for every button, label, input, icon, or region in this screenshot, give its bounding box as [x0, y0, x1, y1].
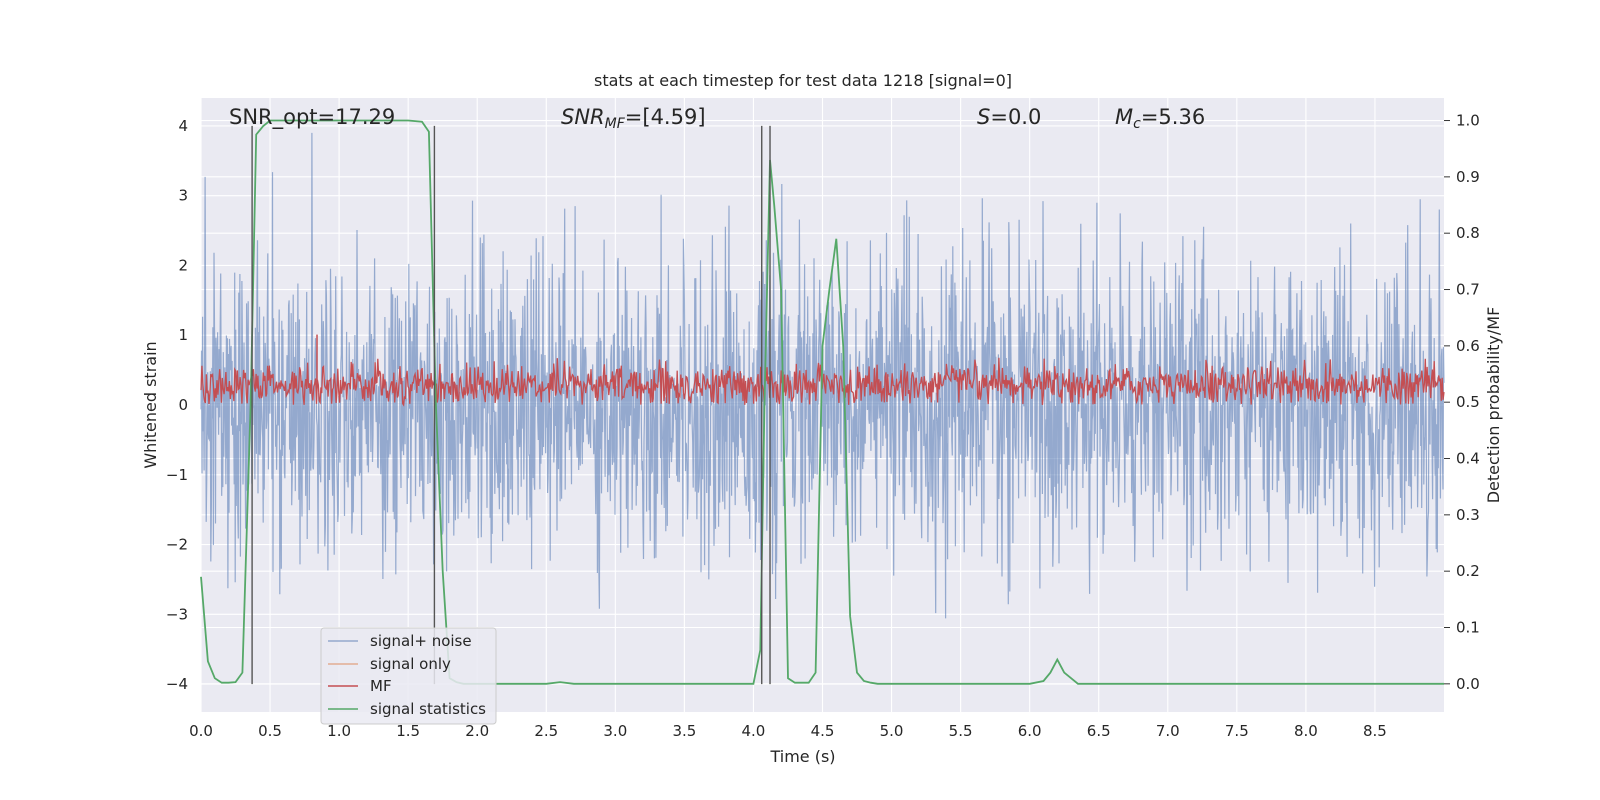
x-tick-label: 4.5: [811, 722, 835, 740]
x-axis-label: Time (s): [769, 747, 835, 766]
x-tick-label: 2.5: [534, 722, 558, 740]
signal-statistics-line: [200, 119, 1444, 685]
x-tick-label: 1.5: [396, 722, 420, 740]
vertical-markers: [251, 125, 771, 685]
x-tick-label: 5.0: [880, 722, 904, 740]
y-right-tick-label: 0.1: [1456, 619, 1480, 637]
y-right-axis-label: Detection probability/MF: [1484, 307, 1503, 504]
legend-label-signal-noise: signal+ noise: [370, 632, 472, 650]
y-right-axis-ticks: 0.0 0.1 0.2 0.3 0.4 0.5 0.6 0.7 0.8 0.9 1.0: [1444, 112, 1480, 693]
x-tick-label: 7.0: [1156, 722, 1180, 740]
y-right-tick-label: 1.0: [1456, 112, 1480, 130]
y-left-tick-label: −2: [166, 536, 188, 554]
mc-annotation: Mc=5.36: [1115, 105, 1205, 132]
x-tick-label: 3.5: [672, 722, 696, 740]
x-tick-label: 3.0: [603, 722, 627, 740]
x-tick-label: 1.0: [327, 722, 351, 740]
y-left-tick-label: −4: [166, 675, 188, 693]
legend-label-signal-statistics: signal statistics: [370, 700, 486, 718]
s-annotation: S=0.0: [977, 105, 1041, 129]
x-axis-ticks: 0.0 0.5 1.0 1.5 2.0 2.5 3.0 3.5 4.0 4.5 5.0 5.5 6.0 6…: [189, 722, 1387, 740]
y-left-tick-label: 4: [178, 117, 188, 135]
x-tick-label: 6.0: [1018, 722, 1042, 740]
y-left-tick-label: −3: [166, 605, 188, 623]
x-tick-label: 0.5: [258, 722, 282, 740]
y-right-tick-label: 0.5: [1456, 393, 1480, 411]
x-tick-label: 8.5: [1363, 722, 1387, 740]
signal-statistics-series: [200, 119, 1444, 685]
legend-label-signal-only: signal only: [370, 655, 451, 673]
y-right-tick-label: 0.0: [1456, 675, 1480, 693]
y-left-axis-ticks: −4 −3 −2 −1 0 1 2 3 4: [166, 117, 188, 693]
y-right-tick-label: 0.9: [1456, 168, 1480, 186]
snr-opt-annotation: SNR_opt=17.29: [229, 105, 395, 130]
y-right-tick-label: 0.3: [1456, 506, 1480, 524]
x-tick-label: 4.0: [742, 722, 766, 740]
y-right-tick-label: 0.7: [1456, 281, 1480, 299]
y-right-tick-label: 0.2: [1456, 562, 1480, 580]
x-tick-label: 0.0: [189, 722, 213, 740]
legend-box: [320, 627, 497, 725]
x-tick-label: 5.5: [949, 722, 973, 740]
y-right-tick-label: 0.6: [1456, 337, 1480, 355]
y-left-axis-label: Whitened strain: [141, 341, 160, 468]
x-tick-label: 2.0: [465, 722, 489, 740]
x-tick-label: 8.0: [1294, 722, 1318, 740]
y-left-tick-label: 2: [178, 256, 188, 274]
legend: signal+ noise signal only MF signal stat…: [320, 627, 497, 725]
y-right-tick-label: 0.8: [1456, 224, 1480, 242]
y-right-tick-label: 0.4: [1456, 450, 1480, 468]
x-tick-label: 7.5: [1225, 722, 1249, 740]
legend-label-mf: MF: [370, 677, 392, 695]
y-left-tick-label: 0: [178, 396, 188, 414]
x-tick-label: 6.5: [1087, 722, 1111, 740]
snr-mf-annotation: SNRMF=[4.59]: [561, 105, 706, 132]
y-left-tick-label: 1: [178, 326, 188, 344]
chart-title: stats at each timestep for test data 121…: [594, 71, 1012, 90]
y-left-tick-label: −1: [166, 466, 188, 484]
y-left-tick-label: 3: [178, 187, 188, 205]
